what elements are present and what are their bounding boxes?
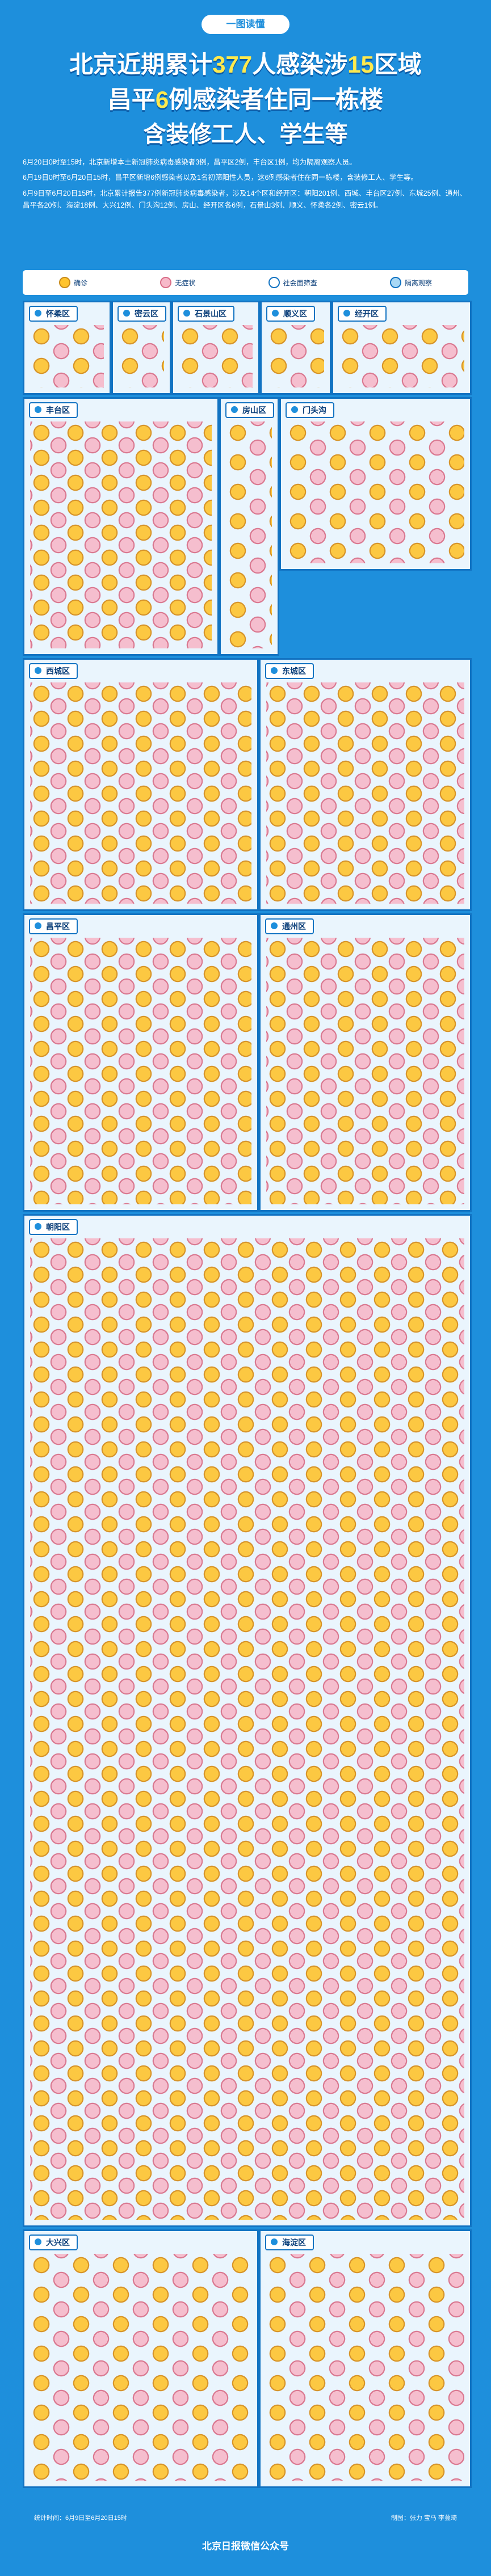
legend-label: 确诊 [74,279,88,287]
case-markers [226,421,272,648]
panel-title: 经开区 [338,306,387,322]
legend-label: 无症状 [175,279,196,287]
panel-shijingshan: 石景山区 [171,301,260,395]
title-line-1: 北京近期累计377人感染涉15区域 [17,45,474,80]
panel-title: 大兴区 [29,2234,78,2250]
case-markers [30,682,251,904]
panel-title: 丰台区 [29,402,78,418]
case-markers [30,421,212,648]
panel-changping: 昌平区 [23,913,259,1212]
legend-item: 社会面筛查 [268,277,317,288]
intro-text: 6月20日0时至15时，北京新增本土新冠肺炎病毒感染者3例，昌平区2例，丰台区1… [23,157,468,269]
panel-mentougou: 门头沟 [279,397,472,571]
panel-fangshan: 房山区 [219,397,279,656]
legend-item: 确诊 [59,277,87,288]
panel-title: 昌平区 [29,918,78,934]
footer-source: 北京日报微信公众号 [202,2541,289,2552]
case-markers [266,938,464,1204]
case-markers [119,325,164,387]
intro-paragraph: 6月9日至6月20日15时，北京累计报告377例新冠肺炎病毒感染者，涉及14个区… [23,189,467,209]
title-number: 377 [212,51,253,78]
panel-title: 西城区 [29,663,78,679]
case-markers [287,421,464,563]
asymptomatic-dot-icon [160,277,172,288]
panel-fengtai: 丰台区 [23,397,219,656]
intro-paragraph: 6月19日0时至6月20日15时，昌平区新增6例感染者以及1名初筛阳性人员，这6… [23,174,418,182]
credits: 制图：张力 宝马 李蔓琦 [391,2515,457,2522]
panel-tongzhou: 通州区 [259,913,472,1212]
panel-title: 怀柔区 [29,306,78,322]
screening-dot-icon [268,277,280,288]
case-markers [179,325,253,387]
case-markers [266,2254,464,2481]
title-line-2: 昌平6例感染者住同一栋楼 [17,81,474,115]
case-markers [30,2254,251,2481]
panel-title: 门头沟 [286,402,334,418]
title-line-3: 含装修工人、学生等 [143,122,348,147]
case-markers [30,325,104,387]
case-markers [267,325,324,387]
title-text: 例感染者住同一栋楼 [169,86,384,113]
source-note: 统计时间：6月9日至6月20日15时 制图：张力 宝马 李蔓琦 [34,2513,457,2522]
title-text: 人感染涉 [252,51,348,78]
panel-jingkai: 经开区 [331,301,472,395]
panel-xicheng: 西城区 [23,658,259,911]
panel-miyun: 密云区 [111,301,171,395]
legend-item: 隔离观察 [389,277,432,288]
panel-dongcheng: 东城区 [259,658,472,911]
stat-time: 统计时间：6月9日至6月20日15时 [34,2515,127,2522]
panel-chaoyang: 朝阳区 [23,1214,472,2227]
confirmed-dot-icon [59,277,71,288]
case-markers [339,325,464,387]
legend-label: 社会面筛查 [283,279,317,287]
title-text: 区域 [374,51,422,78]
panel-title: 朝阳区 [29,1219,78,1235]
title-number: 6 [155,86,169,113]
intro-paragraph: 6月20日0时至15时，北京新增本土新冠肺炎病毒感染者3例，昌平区2例，丰台区1… [23,158,356,166]
title-number: 15 [347,51,374,78]
panel-haidian: 海淀区 [259,2229,472,2488]
panel-title: 顺义区 [266,306,315,322]
panel-title: 房山区 [225,402,274,418]
quarantine-dot-icon [389,277,401,288]
title-text: 北京近期累计 [69,51,213,78]
case-markers [30,938,251,1204]
title-text: 昌平 [107,86,156,113]
panel-title: 东城区 [265,663,314,679]
case-markers [30,1238,464,2220]
panel-daxing: 大兴区 [23,2229,259,2488]
panel-title: 石景山区 [178,306,234,322]
panel-huairou: 怀柔区 [23,301,111,395]
header-tag: 一图读懂 [202,15,289,34]
case-markers [266,682,464,904]
panel-shunyi: 顺义区 [260,301,331,395]
legend-label: 隔离观察 [404,279,432,287]
panel-title: 海淀区 [265,2234,314,2250]
panel-title: 密云区 [117,306,166,322]
panel-title: 通州区 [265,918,314,934]
legend-item: 无症状 [160,277,195,288]
legend: 确诊 无症状 社会面筛查 隔离观察 [23,270,468,295]
